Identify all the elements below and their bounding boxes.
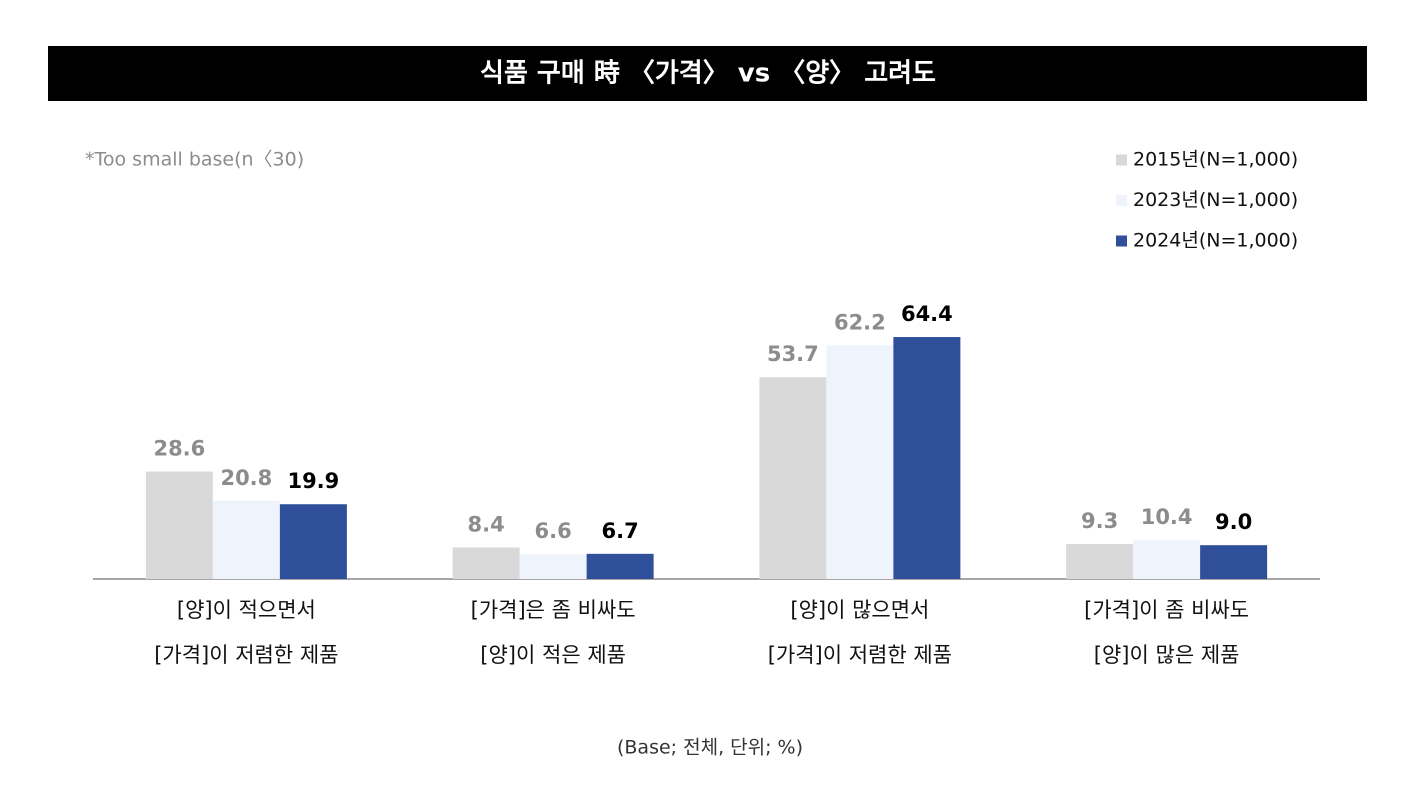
- bar: [519, 554, 587, 579]
- legend-swatch: [1116, 154, 1127, 166]
- bar: [279, 504, 347, 579]
- x-tick-label: [양]이 적으면서 [가격]이 저렴한 제품: [154, 598, 339, 667]
- note: *Too small base(n〈30): [85, 149, 304, 171]
- bar: [586, 553, 654, 579]
- bar: [212, 500, 280, 579]
- value-label: 9.0: [1215, 510, 1252, 534]
- bar: [1066, 544, 1134, 579]
- value-label: 20.8: [220, 466, 272, 490]
- footnote: (Base; 전체, 단위; %): [617, 737, 803, 759]
- legend-label: 2015년(N=1,000): [1133, 149, 1298, 171]
- value-label: 19.9: [287, 469, 339, 493]
- legend-swatch: [1116, 195, 1127, 206]
- bar: [452, 547, 520, 579]
- value-label: 28.6: [153, 437, 205, 461]
- bar: [826, 345, 894, 579]
- value-label: 8.4: [468, 512, 505, 536]
- bar: [893, 337, 961, 579]
- chart-title: 식품 구매 時 〈가격〉 vs 〈양〉 고려도: [480, 59, 936, 89]
- bar: [759, 377, 827, 579]
- bar: [1200, 545, 1268, 579]
- value-label: 53.7: [767, 342, 819, 366]
- value-label: 64.4: [901, 302, 953, 326]
- x-tick-label: [양]이 많으면서 [가격]이 저렴한 제품: [767, 598, 953, 667]
- legend-swatch: [1116, 235, 1127, 247]
- value-label: 62.2: [834, 310, 886, 334]
- legend-label: 2024년(N=1,000): [1133, 230, 1298, 252]
- x-tick-label: [가격]이 좀 비싸도 [양]이 많은 제품: [1084, 598, 1250, 667]
- value-label: 6.6: [535, 519, 572, 543]
- value-label: 9.3: [1081, 509, 1118, 533]
- value-label: 10.4: [1141, 505, 1193, 529]
- legend-label: 2023년(N=1,000): [1133, 189, 1298, 211]
- value-label: 6.7: [602, 519, 639, 543]
- bar: [1133, 539, 1201, 579]
- title-bar: [48, 46, 1367, 101]
- x-tick-label: [가격]은 좀 비싸도 [양]이 적은 제품: [470, 598, 636, 667]
- bar: [145, 471, 213, 579]
